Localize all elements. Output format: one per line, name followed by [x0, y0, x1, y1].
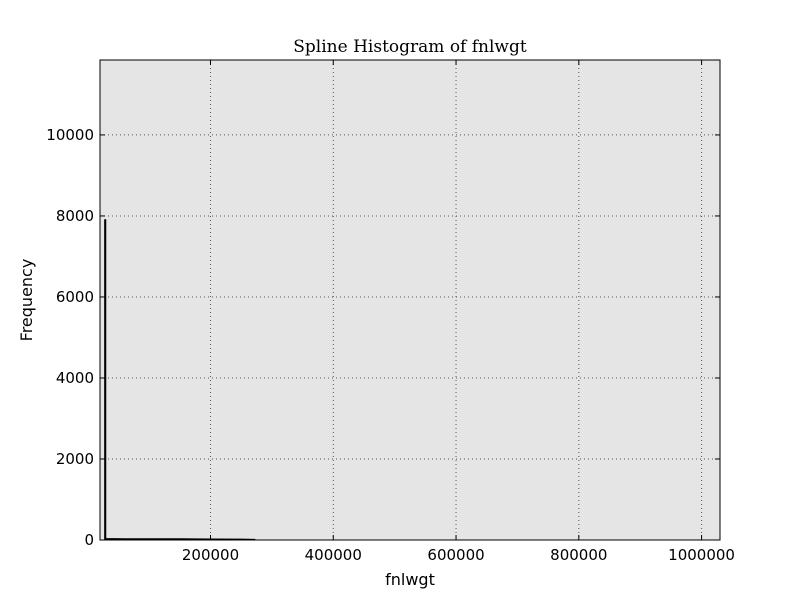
plot-area — [100, 60, 720, 540]
x-axis-label: fnlwgt — [385, 570, 435, 589]
y-tick-label: 10000 — [46, 126, 94, 144]
x-tick-label: 600000 — [427, 546, 484, 564]
x-tick-label: 800000 — [550, 546, 607, 564]
y-tick-label: 4000 — [56, 369, 94, 387]
chart-title: Spline Histogram of fnlwgt — [293, 37, 527, 57]
x-tick-label: 1000000 — [668, 546, 735, 564]
y-axis-label: Frequency — [17, 259, 36, 342]
x-tick-label: 200000 — [182, 546, 239, 564]
y-tick-label: 8000 — [56, 207, 94, 225]
y-tick-label: 0 — [84, 531, 94, 549]
x-tick-label: 400000 — [305, 546, 362, 564]
grid-lines — [100, 60, 720, 540]
y-tick-label: 2000 — [56, 450, 94, 468]
y-tick-label: 6000 — [56, 288, 94, 306]
series-line — [104, 219, 256, 541]
plot-frame — [99, 59, 721, 541]
axis-ticks: 200000 400000 600000 800000 1000000 0 2000 4000… — [46, 60, 735, 564]
data-series — [104, 219, 256, 541]
